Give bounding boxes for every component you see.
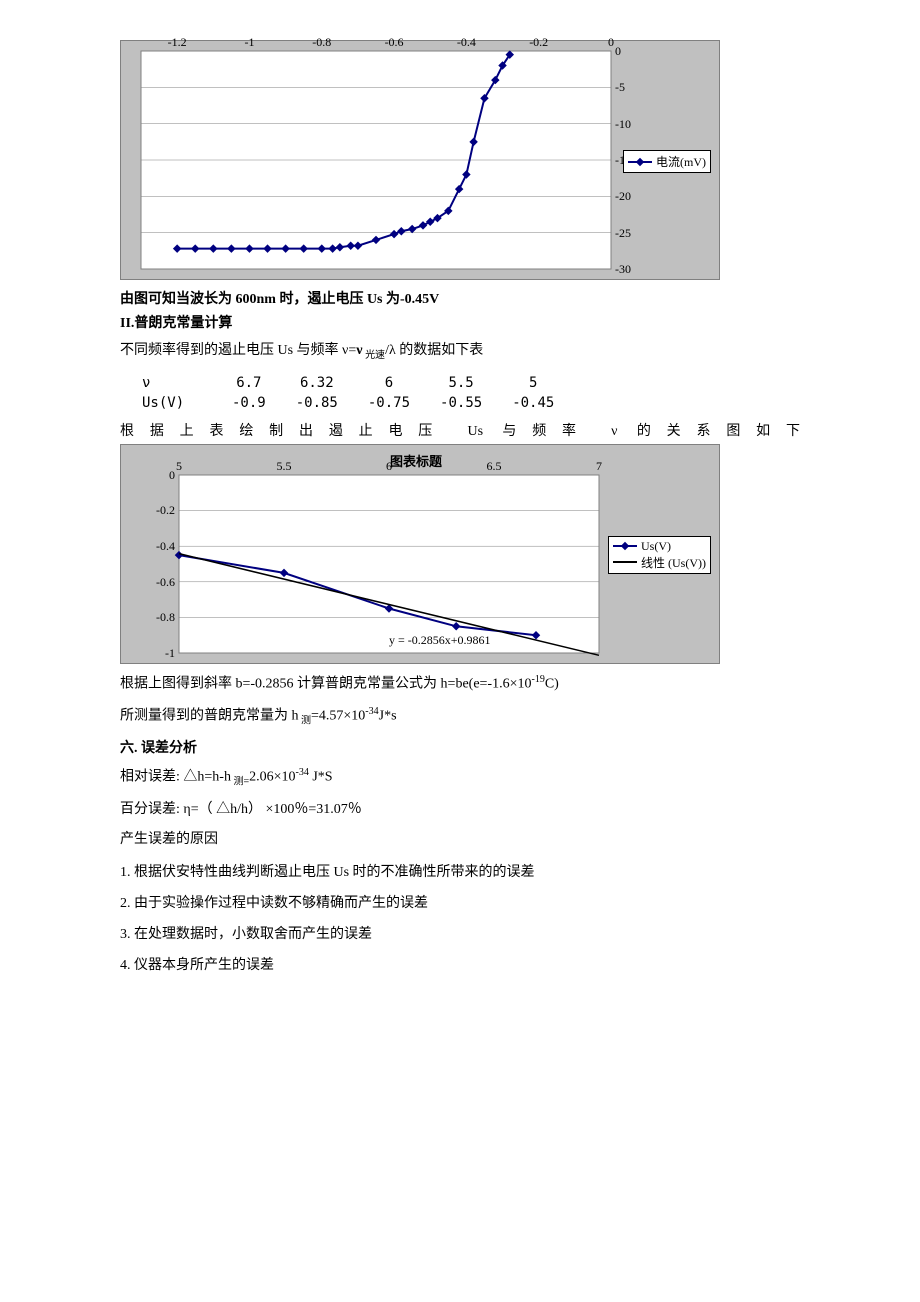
section2-title: II.普朗克常量计算 [120,312,800,332]
err2: 百分误差: η=（ △h/h） ×100％=31.07％ [120,799,800,821]
list-item: 3. 在处理数据时，小数取舍而产生的误差 [120,922,800,947]
x-tick-label: 0 [596,35,626,50]
x-tick-label: 7 [584,459,614,474]
table-cell: -0.45 [498,394,568,412]
chart2-container: 55.566.570-0.2-0.4-0.6-0.8-1图表标题y = -0.2… [120,444,720,664]
table-cell: -0.75 [354,394,424,412]
table-cell: Us(V) [122,394,216,412]
x-tick-label: 6.5 [479,459,509,474]
x-tick-label: -1 [234,35,264,50]
table-cell: 6.7 [218,374,280,392]
y-tick-label: -0.6 [139,575,175,590]
para1: 不同频率得到的遏止电压 Us 与频率 ν=ν 光速/λ 的数据如下表 [120,340,800,364]
list-item: 4. 仪器本身所产生的误差 [120,953,800,978]
x-tick-label: -0.6 [379,35,409,50]
y-tick-label: -25 [615,226,631,241]
y-tick-label: -0.4 [139,539,175,554]
table-cell: 5 [498,374,568,392]
list-item: 1. 根据伏安特性曲线判断遏止电压 Us 时的不准确性所带来的的误差 [120,860,800,885]
para4: 所测量得到的普朗克常量为 h 测=4.57×10-34J*s [120,704,800,729]
chart1-container: -1.2-1-0.8-0.6-0.4-0.200-5-10-15-20-25-3… [120,40,720,280]
y-tick-label: -5 [615,80,625,95]
y-tick-label: -0.8 [139,610,175,625]
x-tick-label: -0.4 [451,35,481,50]
error-list: 1. 根据伏安特性曲线判断遏止电压 Us 时的不准确性所带来的的误差 2. 由于实… [120,860,800,979]
table-cell: 6 [354,374,424,392]
para2: 根据上表绘制出遏止电压 Us 与频率 ν 的关系图如下 [120,420,800,440]
x-tick-label: -0.2 [524,35,554,50]
y-tick-label: 0 [615,44,621,59]
y-tick-label: -1 [139,646,175,661]
y-tick-label: -20 [615,189,631,204]
table-cell: 5.5 [426,374,496,392]
y-tick-label: -0.2 [139,503,175,518]
chart2-title: 图表标题 [390,451,442,470]
y-tick-label: -10 [615,117,631,132]
table-cell: ν [122,374,216,392]
x-tick-label: -0.8 [307,35,337,50]
list-item: 2. 由于实验操作过程中读数不够精确而产生的误差 [120,891,800,916]
table-cell: -0.9 [218,394,280,412]
para3: 根据上图得到斜率 b=-0.2856 计算普朗克常量公式为 h=be(e=-1.… [120,672,800,696]
chart1-legend: 电流(mV) [623,150,711,173]
x-tick-label: 5.5 [269,459,299,474]
data-table: ν6.76.3265.55 Us(V)-0.9-0.85-0.75-0.55-0… [120,372,570,414]
trend-equation: y = -0.2856x+0.9861 [389,633,491,648]
y-tick-label: -30 [615,262,631,277]
err3: 产生误差的原因 [120,829,800,851]
x-tick-label: -1.2 [162,35,192,50]
table-cell: 6.32 [282,374,352,392]
table-cell: -0.55 [426,394,496,412]
chart1-caption: 由图可知当波长为 600nm 时，遏止电压 Us 为-0.45V [120,288,800,308]
err1: 相对误差: △h=h-h 测=2.06×10-34 J*S [120,765,800,790]
y-tick-label: 0 [139,468,175,483]
table-cell: -0.85 [282,394,352,412]
chart2-legend: Us(V)线性 (Us(V)) [608,536,711,574]
section6-title: 六. 误差分析 [120,737,800,757]
